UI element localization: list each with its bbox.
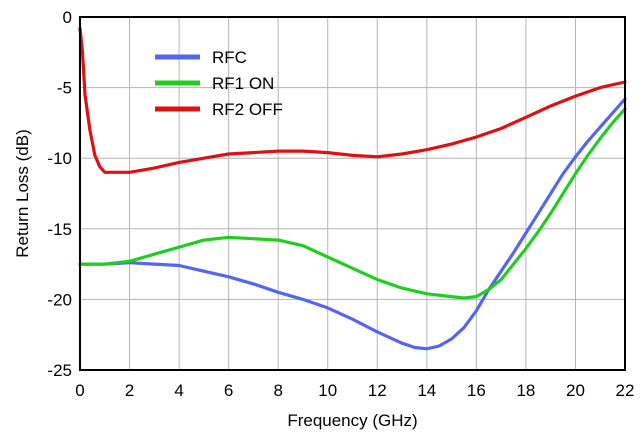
legend-label: RF2 OFF	[212, 100, 283, 119]
y-axis-title: Return Loss (dB)	[13, 129, 32, 258]
legend-label: RFC	[212, 48, 247, 67]
y-tick-label: -15	[47, 220, 72, 239]
series-line-rf2-off	[78, 26, 627, 174]
y-tick-label: -20	[47, 290, 72, 309]
x-tick-label: 8	[273, 381, 282, 400]
x-tick-label: 4	[174, 381, 183, 400]
series-lines	[78, 26, 627, 351]
y-tick-label: 0	[63, 8, 72, 27]
x-axis-title: Frequency (GHz)	[287, 411, 417, 430]
x-tick-label: 16	[467, 381, 486, 400]
plot-frame	[79, 16, 626, 371]
legend-label: RF1 ON	[212, 74, 274, 93]
x-tick-label: 10	[318, 381, 337, 400]
x-tick-label: 18	[516, 381, 535, 400]
x-tick-label: 14	[417, 381, 436, 400]
series-line-rf1-on	[78, 107, 627, 300]
series-line-rfc	[78, 97, 627, 351]
y-tick-label: -25	[47, 361, 72, 380]
x-tick-label: 22	[616, 381, 635, 400]
x-tick-label: 12	[368, 381, 387, 400]
x-tick-label: 2	[125, 381, 134, 400]
y-tick-label: -5	[57, 79, 72, 98]
x-tick-label: 6	[224, 381, 233, 400]
tick-labels: 0 2 4 6 8 10 12 14 16 18 20 22 0 -5 -10 -15 -20 -25	[47, 8, 634, 400]
y-tick-label: -10	[47, 149, 72, 168]
grid	[79, 16, 626, 371]
x-tick-label: 0	[75, 381, 84, 400]
x-tick-label: 20	[566, 381, 585, 400]
legend: RFC RF1 ON RF2 OFF	[155, 48, 283, 119]
